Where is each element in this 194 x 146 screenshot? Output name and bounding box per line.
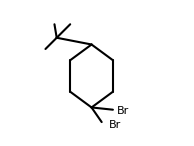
- Text: Br: Br: [117, 106, 129, 116]
- Text: Br: Br: [108, 120, 121, 130]
